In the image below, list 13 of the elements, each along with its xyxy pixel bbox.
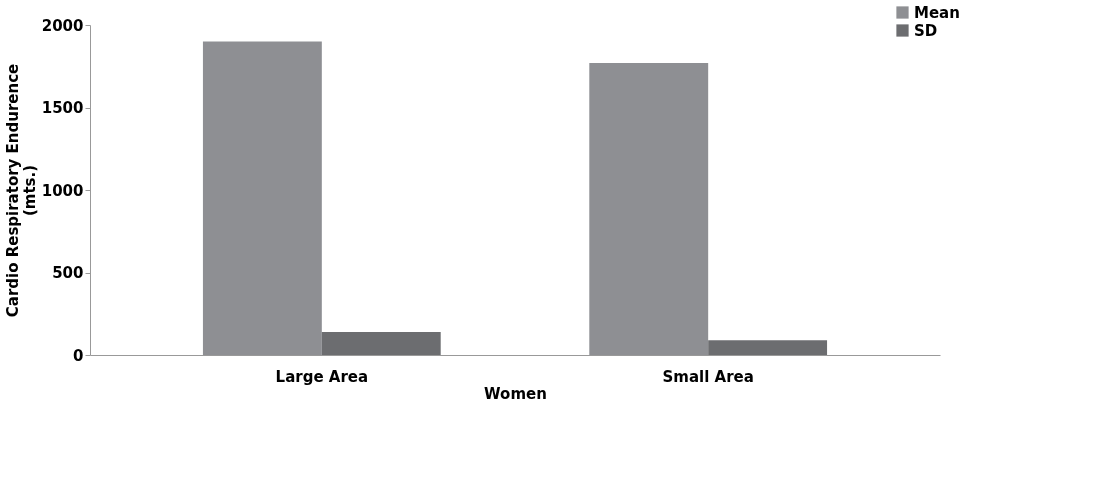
y-tick-label: 1500 <box>41 99 84 117</box>
x-tick-label: Small Area <box>662 367 754 386</box>
y-tick-label: 0 <box>73 346 84 365</box>
legend-label: SD <box>914 21 938 40</box>
bar <box>708 340 828 355</box>
bar <box>321 331 441 355</box>
x-tick-label: Large Area <box>275 367 369 386</box>
legend-label: Mean <box>914 3 960 22</box>
x-axis-title: Women <box>484 384 547 403</box>
y-tick-label: 500 <box>52 264 84 282</box>
y-tick-label: 1000 <box>41 181 84 200</box>
y-tick-label: 2000 <box>41 16 84 35</box>
y-axis-title: Cardio Respiratory Endurence (mts.) <box>3 63 39 318</box>
